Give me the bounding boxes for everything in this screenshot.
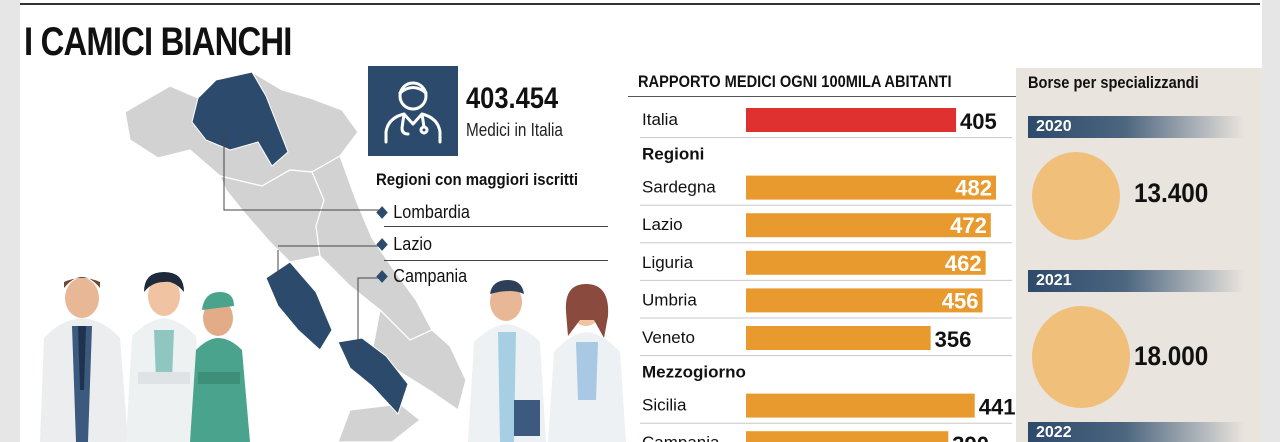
borse-title: Borse per specializzandi	[1028, 73, 1199, 92]
map-center-north	[218, 169, 325, 263]
bar-value-label: 390	[952, 432, 989, 442]
bar-value-label: 472	[950, 213, 987, 238]
bar-category-label: Campania	[642, 433, 720, 442]
region-item-lombardia: Lombardia	[376, 202, 470, 223]
doctors-count-label: Medici in Italia	[466, 120, 563, 140]
bar-category-label: Italia	[642, 110, 678, 129]
bar-category-label: Umbria	[642, 290, 697, 309]
region-label: Lazio	[393, 234, 433, 254]
bar	[746, 213, 991, 238]
doctor-figure-5	[548, 284, 626, 442]
map-campania	[337, 337, 409, 415]
bar-category-label: Sicilia	[642, 396, 687, 415]
region-divider	[384, 260, 608, 261]
region-item-lazio: Lazio	[376, 234, 433, 255]
coin-icon	[1032, 152, 1120, 240]
bar-category-label: Sardegna	[642, 178, 716, 197]
bar	[746, 393, 975, 418]
map-lazio	[265, 261, 333, 351]
year-label: 2020	[1036, 118, 1072, 135]
bar-group-label: Regioni	[642, 145, 704, 164]
doctor-figure-1	[40, 277, 128, 442]
map-sicily	[337, 403, 421, 442]
top-regions-title: Regioni con maggiori iscritti	[376, 170, 578, 189]
bar-value-label: 405	[960, 109, 997, 134]
page-title: I CAMICI BIANCHI	[24, 20, 292, 64]
bar-chart-title: RAPPORTO MEDICI OGNI 100MILA ABITANTI	[638, 72, 952, 91]
doctor-icon	[368, 66, 458, 156]
bar-value-label: 441	[979, 395, 1016, 420]
bar-category-label: Lazio	[642, 215, 683, 234]
region-divider	[384, 226, 608, 227]
bar-category-label: Veneto	[642, 328, 695, 347]
doctor-figure-2	[126, 272, 204, 442]
borse-value: 13.400	[1134, 178, 1209, 208]
italy-map	[40, 71, 626, 442]
infographic: I CAMICI BIANCHI	[20, 0, 1262, 442]
region-label: Lombardia	[393, 202, 470, 222]
region-label: Campania	[393, 266, 468, 286]
leader-lombardia	[223, 132, 380, 211]
year-bar-2021	[1028, 270, 1244, 292]
bar	[746, 175, 996, 200]
year-bar-2020	[1028, 116, 1244, 138]
diamond-icon	[376, 238, 388, 251]
leader-lazio	[277, 250, 282, 277]
bar	[746, 326, 931, 350]
bar-value-label: 482	[955, 176, 992, 201]
doctor-figure-4	[468, 280, 546, 442]
diamond-icon	[376, 270, 388, 283]
borse-value: 18.000	[1134, 341, 1209, 371]
bar-value-label: 462	[945, 251, 982, 276]
doctor-figure-3	[190, 292, 250, 442]
map-lombardia	[191, 71, 289, 167]
coin-icon	[1032, 306, 1130, 408]
top-rule	[20, 3, 1260, 5]
bar	[746, 250, 986, 275]
diamond-icon	[376, 206, 388, 219]
region-item-campania: Campania	[376, 266, 468, 287]
bar-category-label: Liguria	[642, 253, 694, 272]
bar-group-label: Mezzogiorno	[642, 363, 746, 382]
bar-chart-rule	[628, 96, 1022, 97]
bar	[746, 108, 957, 132]
year-bar-2022	[1028, 422, 1244, 442]
year-label: 2022	[1036, 424, 1072, 441]
bar-value-label: 356	[935, 327, 972, 352]
leader-campania	[357, 277, 380, 350]
doctors-count: 403.454	[466, 82, 559, 115]
year-label: 2021	[1036, 272, 1072, 289]
bar-chart: Italia 405 Regioni Sardegna 482 Lazio 472 Ligur…	[640, 108, 1016, 442]
bar-value-label: 456	[942, 288, 979, 313]
bar	[746, 431, 949, 442]
bar	[746, 288, 983, 313]
